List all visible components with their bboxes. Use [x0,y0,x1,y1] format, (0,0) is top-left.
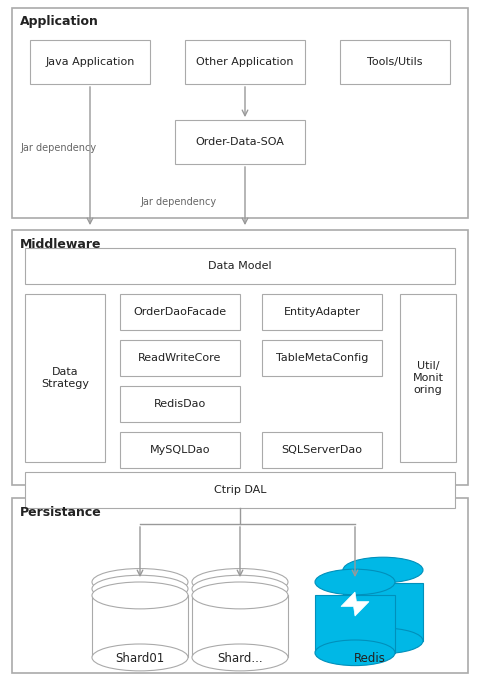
Text: OrderDaoFacade: OrderDaoFacade [133,307,227,317]
Bar [120,294,240,330]
Text: Java Application: Java Application [45,57,135,67]
Text: Other Application: Other Application [196,57,294,67]
Text: Tools/Utils: Tools/Utils [367,57,423,67]
Text: EntityAdapter: EntityAdapter [284,307,360,317]
Bar [262,432,382,468]
Ellipse shape [192,582,288,609]
Ellipse shape [343,557,423,583]
Text: Util/
Monit
oring: Util/ Monit oring [412,362,444,394]
Text: Persistance: Persistance [20,505,102,518]
Ellipse shape [192,644,288,671]
Bar [343,583,423,641]
Bar [315,595,395,653]
Ellipse shape [315,640,395,665]
Ellipse shape [92,644,188,671]
Bar [25,294,105,462]
Bar [175,120,305,164]
Text: TableMetaConfig: TableMetaConfig [276,353,368,363]
Bar [400,294,456,462]
Bar [12,8,468,218]
Bar [192,595,288,657]
Ellipse shape [192,575,288,602]
Text: Shard...: Shard... [217,652,263,665]
Text: RedisDao: RedisDao [154,399,206,409]
Ellipse shape [315,569,395,595]
Bar [120,432,240,468]
Bar [262,340,382,376]
Bar [12,498,468,673]
Ellipse shape [343,628,423,654]
Bar [340,40,450,84]
Bar [25,248,455,284]
Polygon shape [341,592,369,616]
Text: Shard01: Shard01 [115,652,165,665]
Text: Ctrip DAL: Ctrip DAL [214,485,266,495]
Ellipse shape [92,582,188,609]
Bar [12,230,468,485]
Bar [120,340,240,376]
Text: Middleware: Middleware [20,238,101,251]
Bar [25,472,455,508]
Bar [30,40,150,84]
Text: MySQLDao: MySQLDao [150,445,210,455]
Text: Data Model: Data Model [208,261,272,271]
Bar [92,595,188,657]
Bar [120,386,240,422]
Text: Order-Data-SOA: Order-Data-SOA [195,137,285,147]
Text: SQLServerDao: SQLServerDao [281,445,362,455]
Ellipse shape [192,569,288,595]
Text: Jar dependency: Jar dependency [20,143,96,153]
Text: Redis: Redis [354,652,386,665]
Bar [185,40,305,84]
Text: Jar dependency: Jar dependency [140,197,216,207]
Ellipse shape [92,569,188,595]
Text: Data
Strategy: Data Strategy [41,367,89,389]
Text: ReadWriteCore: ReadWriteCore [138,353,222,363]
Ellipse shape [92,575,188,602]
Text: Application: Application [20,16,99,29]
Bar [262,294,382,330]
